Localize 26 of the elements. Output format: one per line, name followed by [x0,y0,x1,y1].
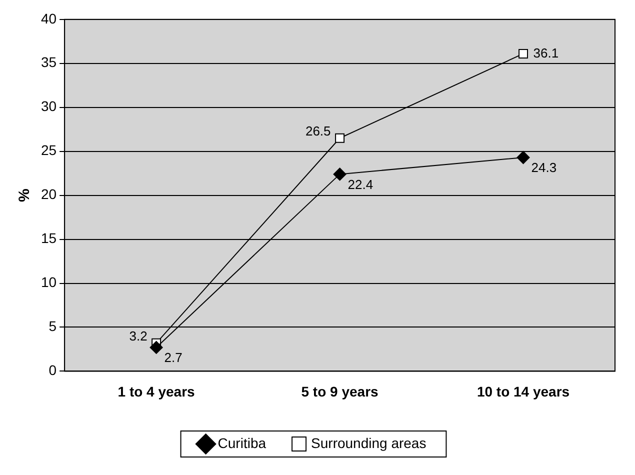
y-axis-title: % [16,188,34,202]
data-label: 22.4 [348,176,374,192]
y-tick-label: 20 [40,186,57,202]
y-tick-label: 0 [48,362,57,378]
x-tick-label: 1 to 4 years [118,383,196,400]
data-label: 2.7 [164,350,182,366]
data-label: 3.2 [129,328,148,344]
data-label: 36.1 [533,45,559,60]
y-tick-label: 15 [40,230,57,246]
legend-label: Curitiba [218,434,266,451]
data-label: 26.5 [305,124,331,139]
y-tick-label: 30 [40,98,57,114]
y-tick-label: 40 [40,10,57,26]
point [150,340,163,354]
y-tick-label: 35 [40,54,57,70]
x-tick-label: 5 to 9 years [301,383,379,400]
point [516,150,530,164]
data-label: 24.3 [531,160,557,176]
y-tick-label: 10 [40,274,57,290]
point [335,133,345,143]
point [518,48,528,58]
x-tick-label: 10 to 14 years [476,383,570,400]
legend-label: Surrounding areas [311,434,426,451]
point [333,168,346,181]
y-tick-label: 5 [48,318,57,334]
y-tick-label: 25 [40,142,57,158]
